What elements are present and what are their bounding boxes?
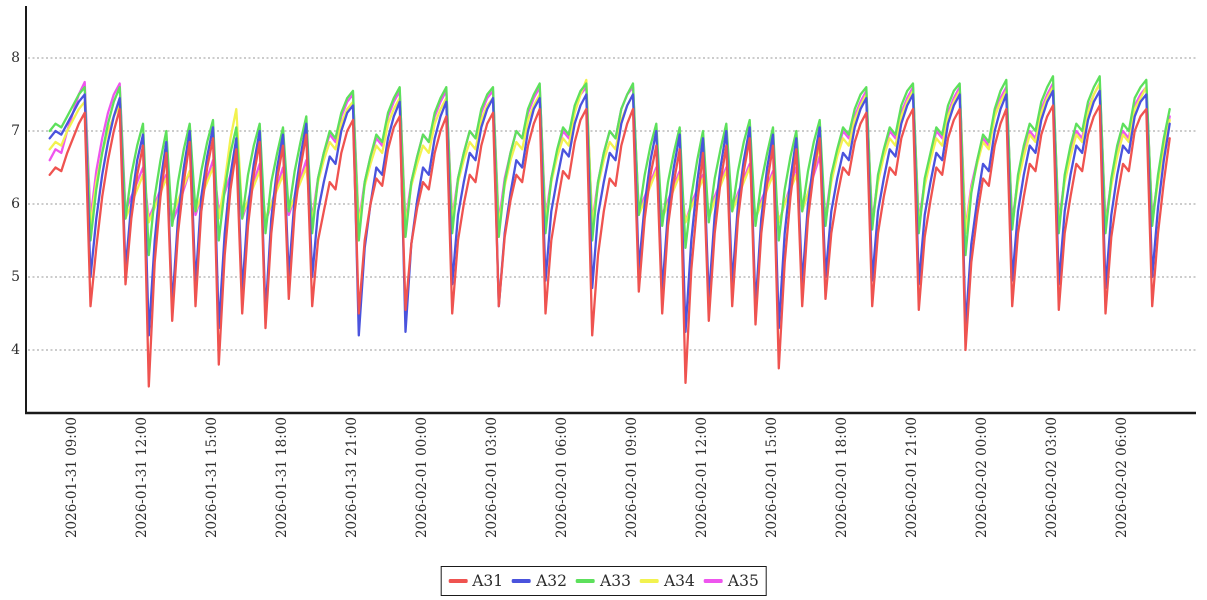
x-tick-label: 2026-02-02 06:00 xyxy=(1114,417,1130,539)
legend-item-a31: A31 xyxy=(448,572,503,590)
y-tick-label-6: 6 xyxy=(11,196,20,212)
x-tick-label: 2026-02-01 00:00 xyxy=(414,417,430,539)
series-line-a34 xyxy=(48,78,1171,235)
legend-item-a35: A35 xyxy=(703,572,759,590)
y-tick-label-7: 7 xyxy=(11,123,20,139)
x-tick-label: 2026-01-31 09:00 xyxy=(64,417,80,539)
x-tick-label: 2026-02-01 03:00 xyxy=(484,417,500,539)
legend-item-a33: A33 xyxy=(576,572,631,590)
legend-label: A33 xyxy=(600,572,631,590)
x-tick-label: 2026-02-01 09:00 xyxy=(624,417,640,539)
x-tick-label: 2026-01-31 21:00 xyxy=(344,417,360,539)
x-tick-label: 2026-02-02 03:00 xyxy=(1044,417,1060,539)
legend-swatch-a35 xyxy=(703,579,723,583)
x-tick-label: 2026-02-01 18:00 xyxy=(834,417,850,539)
legend-item-a32: A32 xyxy=(512,572,567,590)
x-tick-label: 2026-02-01 06:00 xyxy=(554,417,570,539)
x-tick-label: 2026-02-01 21:00 xyxy=(904,417,920,539)
series-line-a31 xyxy=(48,104,1171,388)
x-tick-label: 2026-02-01 15:00 xyxy=(764,417,780,539)
x-tick-label: 2026-02-02 00:00 xyxy=(974,417,990,539)
legend-label: A32 xyxy=(536,572,568,590)
series-line-a32 xyxy=(48,89,1171,337)
legend-swatch-a33 xyxy=(576,579,596,583)
x-tick-label: 2026-01-31 18:00 xyxy=(274,417,290,539)
x-tick-label: 2026-02-01 12:00 xyxy=(694,417,710,539)
series-line-a33 xyxy=(48,75,1171,257)
legend-swatch-a31 xyxy=(448,579,468,583)
y-tick-label-8: 8 xyxy=(11,50,20,66)
legend-swatch-a34 xyxy=(639,579,659,583)
y-tick-label-5: 5 xyxy=(11,269,20,285)
y-tick-label-4: 4 xyxy=(11,342,20,358)
legend-item-a34: A34 xyxy=(639,572,695,590)
x-tick-label: 2026-01-31 12:00 xyxy=(134,417,150,539)
legend-swatch-a32 xyxy=(512,579,532,583)
legend-label: A34 xyxy=(663,572,695,590)
legend-label: A35 xyxy=(727,572,759,590)
legend: A31 A32 A33 A34 A35 xyxy=(440,566,767,596)
legend-label: A31 xyxy=(472,572,504,590)
x-tick-label: 2026-01-31 15:00 xyxy=(204,417,220,539)
